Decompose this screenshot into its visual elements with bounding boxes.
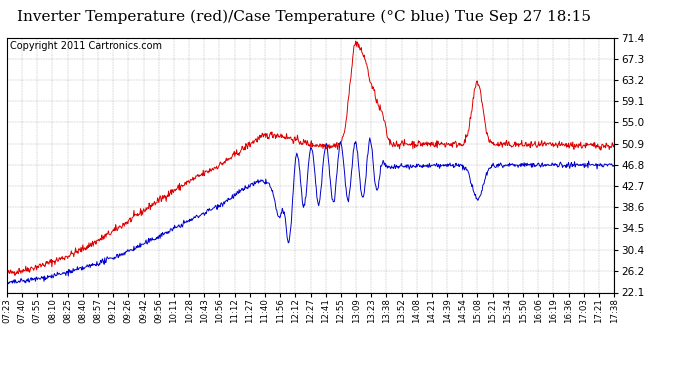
- Text: Inverter Temperature (red)/Case Temperature (°C blue) Tue Sep 27 18:15: Inverter Temperature (red)/Case Temperat…: [17, 9, 591, 24]
- Text: Copyright 2011 Cartronics.com: Copyright 2011 Cartronics.com: [10, 41, 162, 51]
